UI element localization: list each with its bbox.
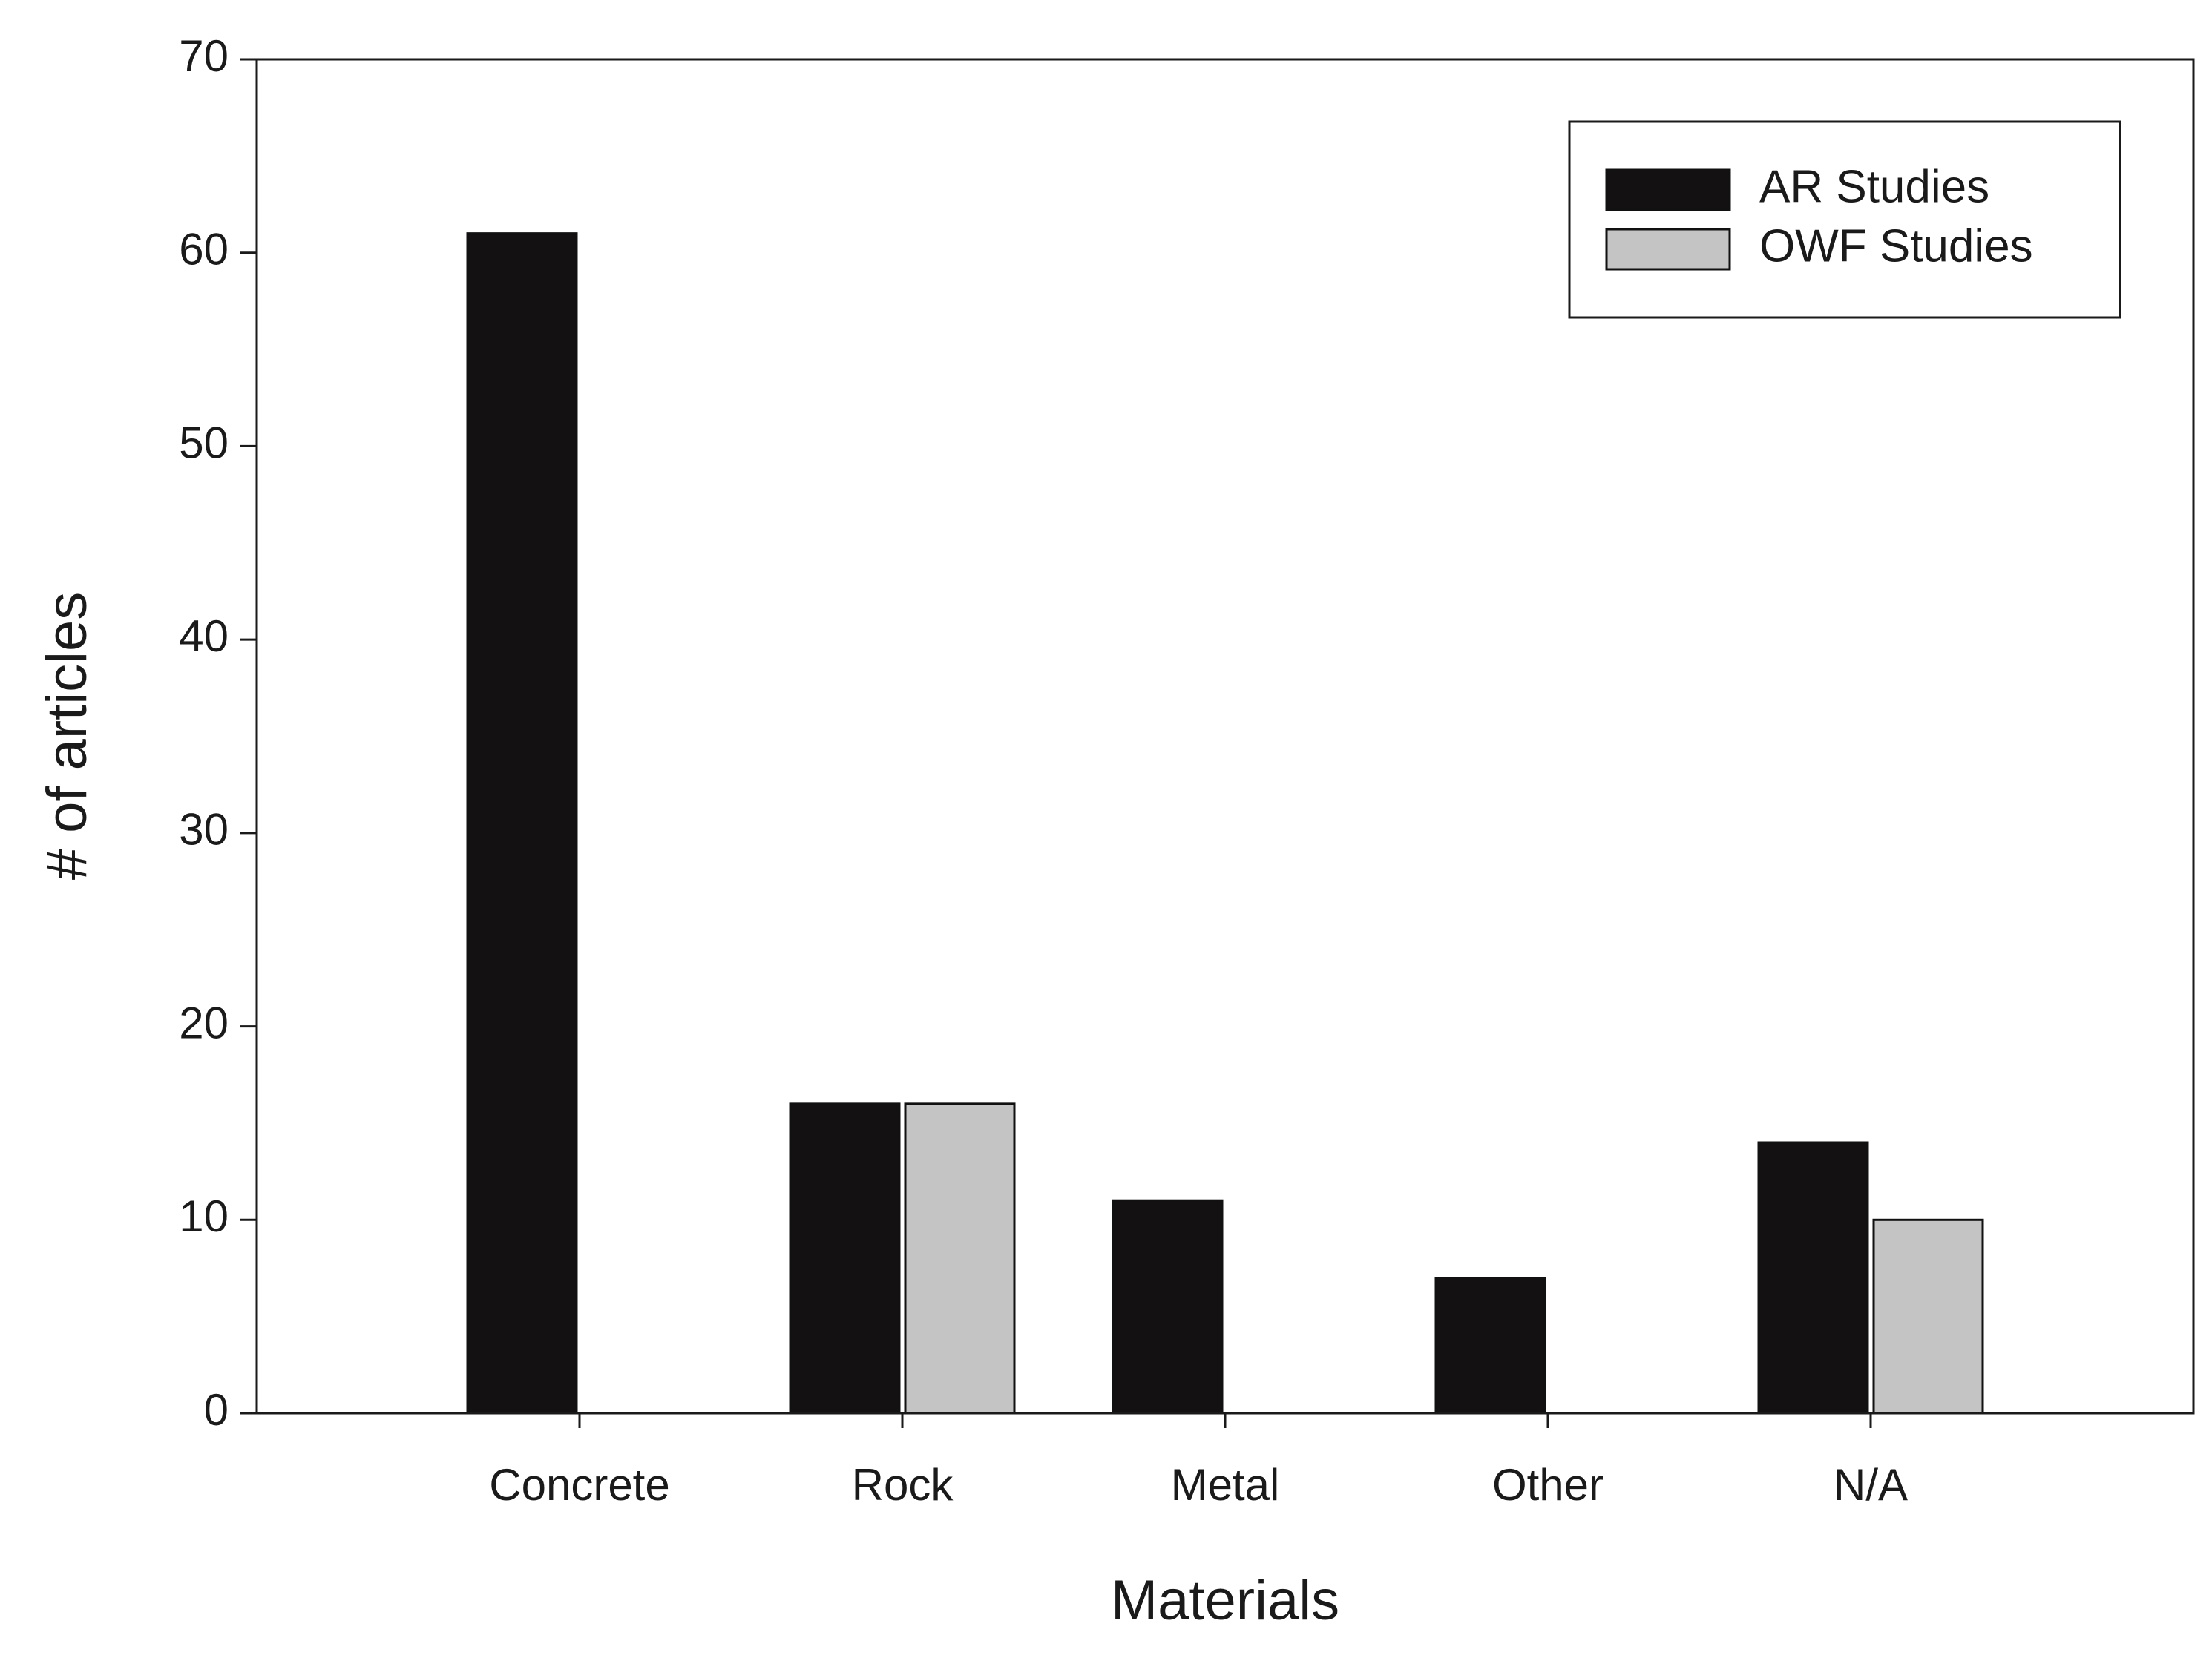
x-tick-label: N/A	[1834, 1460, 1908, 1510]
legend-label: AR Studies	[1759, 161, 1989, 212]
y-tick-label: 20	[179, 998, 229, 1047]
bar	[904, 1102, 1016, 1415]
bar	[789, 1102, 901, 1415]
y-tick-label: 40	[179, 611, 229, 661]
legend-label: OWF Studies	[1759, 220, 2033, 272]
x-tick-label: Concrete	[489, 1460, 669, 1510]
x-axis-title: Materials	[1111, 1569, 1339, 1632]
bar	[1872, 1218, 1984, 1415]
bar	[1757, 1141, 1869, 1415]
y-tick-label: 0	[204, 1385, 229, 1435]
legend-box	[1568, 120, 2121, 319]
y-tick-label: 70	[179, 31, 229, 81]
bar	[1434, 1277, 1546, 1415]
y-tick-label: 10	[179, 1191, 229, 1241]
y-axis-title: # of articles	[36, 592, 99, 881]
y-tick-label: 30	[179, 805, 229, 855]
legend-swatch	[1605, 228, 1731, 271]
plot-frame	[255, 58, 2195, 1415]
x-tick-label: Metal	[1171, 1460, 1280, 1510]
y-tick-label: 50	[179, 418, 229, 467]
bar	[466, 232, 578, 1415]
x-tick-label: Other	[1492, 1460, 1604, 1510]
y-tick-label: 60	[179, 225, 229, 274]
x-tick-label: Rock	[852, 1460, 954, 1510]
legend-swatch	[1605, 168, 1731, 211]
bar	[1112, 1199, 1224, 1415]
